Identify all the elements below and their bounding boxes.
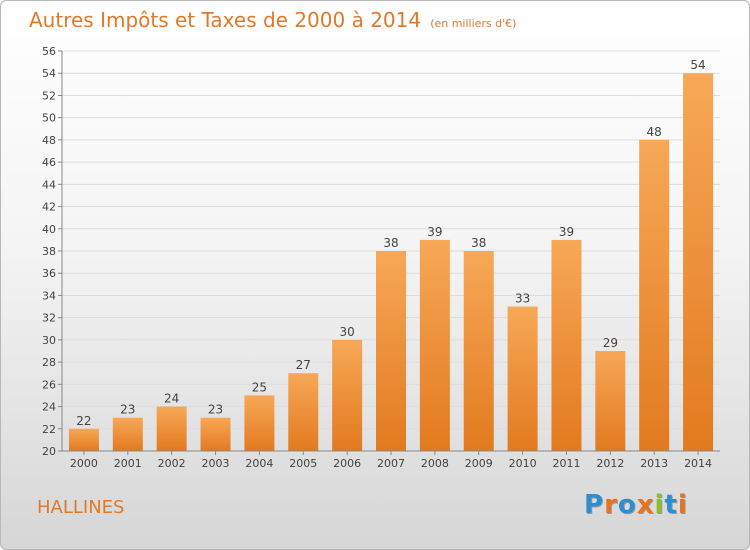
bar <box>68 428 99 451</box>
bar <box>156 406 187 451</box>
bar-value-label: 22 <box>76 414 91 428</box>
y-tick-label: 56 <box>42 45 56 58</box>
bar-value-label: 23 <box>120 403 135 417</box>
bar <box>639 139 670 451</box>
logo-letter: i <box>677 490 688 520</box>
y-tick-label: 24 <box>42 401 56 414</box>
y-tick-label: 30 <box>42 334 56 347</box>
chart-title: Autres Impôts et Taxes de 2000 à 2014 (e… <box>29 8 516 32</box>
bars: 22 23 24 23 25 27 30 38 39 38 33 39 29 48 54 <box>68 58 714 451</box>
x-tick-label: 2013 <box>640 457 668 470</box>
bar <box>551 239 582 451</box>
y-tick-label: 28 <box>42 356 56 369</box>
y-tick-label: 38 <box>42 245 56 258</box>
bar <box>332 339 363 451</box>
bar <box>244 395 275 451</box>
y-tick-label: 50 <box>42 112 56 125</box>
x-tick-label: 2011 <box>552 457 580 470</box>
x-tick-label: 2002 <box>158 457 186 470</box>
bar-value-label: 27 <box>296 358 311 372</box>
y-tick-label: 36 <box>42 267 56 280</box>
y-tick-label: 42 <box>42 201 56 214</box>
bar-value-label: 23 <box>208 403 223 417</box>
title-text: Autres Impôts et Taxes de 2000 à 2014 <box>29 8 422 32</box>
logo-letter: P <box>584 490 605 520</box>
y-tick-label: 54 <box>42 67 56 80</box>
proxiti-logo: Proxiti <box>584 490 688 520</box>
y-axis: 20 22 24 26 28 30 32 34 36 38 40 42 44 46 48 50 52 54 56 <box>42 45 63 458</box>
bar-value-label: 33 <box>515 292 530 306</box>
x-tick-label: 2006 <box>333 457 361 470</box>
bar-value-label: 24 <box>164 392 179 406</box>
bar <box>200 417 231 451</box>
logo-letter: i <box>654 490 665 520</box>
y-tick-label: 48 <box>42 134 56 147</box>
x-tick-label: 2005 <box>289 457 317 470</box>
x-tick-label: 2009 <box>465 457 493 470</box>
logo-letter: t <box>664 490 678 520</box>
logo-letter: x <box>636 490 655 520</box>
x-tick-label: 2008 <box>421 457 449 470</box>
y-tick-label: 34 <box>42 289 56 302</box>
bar-value-label: 38 <box>383 236 398 250</box>
logo-letter: r <box>604 490 618 520</box>
x-tick-label: 2003 <box>202 457 230 470</box>
bar-value-label: 38 <box>471 236 486 250</box>
x-tick-label: 2001 <box>114 457 142 470</box>
bar <box>463 251 494 451</box>
y-tick-label: 44 <box>42 178 56 191</box>
y-tick-label: 46 <box>42 156 56 169</box>
y-tick-label: 22 <box>42 423 56 436</box>
y-tick-label: 26 <box>42 378 56 391</box>
bar <box>288 373 319 451</box>
x-tick-label: 2000 <box>70 457 98 470</box>
logo-letter: o <box>617 490 637 520</box>
bar <box>112 417 143 451</box>
title-unit-note: (en milliers d'€) <box>430 17 517 30</box>
x-tick-label: 2014 <box>684 457 712 470</box>
x-tick-label: 2004 <box>245 457 273 470</box>
bar <box>507 306 538 451</box>
bar <box>419 239 450 451</box>
bar-value-label: 30 <box>339 325 354 339</box>
bar <box>595 351 626 451</box>
y-tick-label: 32 <box>42 312 56 325</box>
bar-value-label: 39 <box>427 225 442 239</box>
x-tick-label: 2012 <box>596 457 624 470</box>
x-axis: 2000 2001 2002 2003 2004 2005 2006 2007 2008 2009… <box>62 450 720 470</box>
y-tick-label: 40 <box>42 223 56 236</box>
bar <box>683 73 714 451</box>
bar-value-label: 29 <box>603 336 618 350</box>
x-tick-label: 2007 <box>377 457 405 470</box>
bar-value-label: 39 <box>559 225 574 239</box>
x-tick-label: 2010 <box>509 457 537 470</box>
y-tick-label: 20 <box>42 445 56 458</box>
commune-name: HALLINES <box>37 497 125 518</box>
bar <box>376 251 406 451</box>
bar-value-label: 25 <box>252 380 267 394</box>
bar-value-label: 54 <box>690 58 705 72</box>
y-tick-label: 52 <box>42 89 56 102</box>
bar-value-label: 48 <box>647 125 662 139</box>
